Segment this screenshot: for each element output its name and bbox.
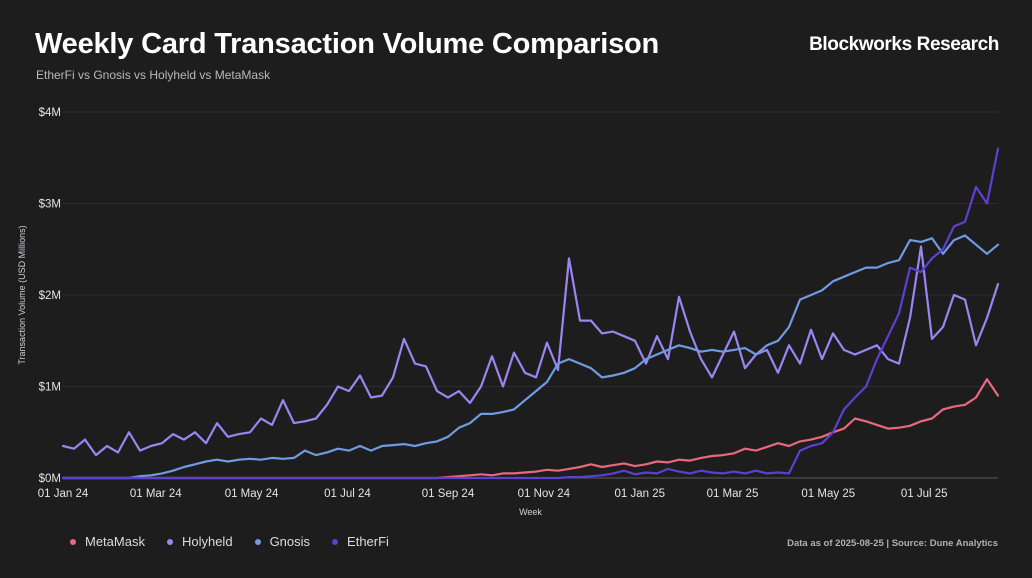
x-tick-label: 01 Jul 24	[324, 488, 371, 500]
legend-item-holyheld[interactable]: Holyheld	[166, 534, 233, 549]
x-tick-label: 01 Sep 24	[422, 488, 475, 500]
holyheld-swatch-icon	[166, 538, 173, 545]
y-axis-label: Transaction Volume (USD Millions)	[17, 225, 27, 364]
x-tick-label: 01 May 24	[225, 488, 279, 500]
y-tick-label: $0M	[39, 473, 61, 485]
metamask-swatch-icon	[70, 538, 76, 545]
x-tick-label: 01 Nov 24	[518, 488, 571, 500]
etherfi-swatch-icon	[332, 538, 339, 545]
legend-label: EtherFi	[347, 534, 389, 549]
y-tick-label: $2M	[39, 290, 61, 302]
y-tick-label: $1M	[39, 382, 61, 394]
series-line-holyheld	[61, 245, 1000, 457]
legend-item-gnosis[interactable]: Gnosis	[254, 534, 311, 549]
x-tick-label: 01 Jan 24	[38, 488, 89, 500]
legend-label: MetaMask	[85, 534, 145, 549]
x-tick-label: 01 May 25	[801, 488, 855, 500]
brand-logo: Blockworks Research	[809, 34, 999, 55]
data-source-note: Data as of 2025-08-25 | Source: Dune Ana…	[787, 538, 998, 549]
legend-label: Holyheld	[181, 534, 233, 549]
x-axis-label: Week	[519, 507, 542, 517]
legend-item-metamask[interactable]: MetaMask	[70, 534, 145, 549]
series-line-etherfi	[61, 147, 1000, 480]
x-tick-label: 01 Mar 24	[130, 488, 182, 500]
legend-label: Gnosis	[269, 534, 311, 549]
legend: MetaMask Holyheld Gnosis EtherFi	[70, 534, 389, 549]
x-tick-label: 01 Jan 25	[614, 488, 665, 500]
chart-subtitle: EtherFi vs Gnosis vs Holyheld vs MetaMas…	[36, 68, 271, 82]
x-tick-label: 01 Jul 25	[901, 488, 948, 500]
x-tick-label: 01 Mar 25	[707, 488, 759, 500]
series-line-gnosis	[61, 234, 1000, 480]
y-tick-label: $4M	[39, 107, 61, 119]
chart-title: Weekly Card Transaction Volume Compariso…	[35, 28, 660, 60]
legend-item-etherfi[interactable]: EtherFi	[332, 534, 389, 549]
y-tick-label: $3M	[39, 199, 61, 211]
gnosis-swatch-icon	[254, 538, 261, 545]
